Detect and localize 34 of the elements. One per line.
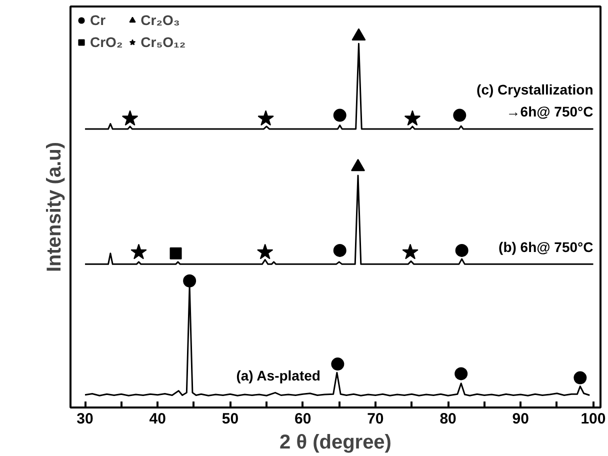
x-tick-label: 60 (294, 410, 312, 428)
x-tick-label: 40 (149, 410, 166, 428)
x-tick-label: 90 (512, 410, 529, 428)
point (183, 274, 196, 288)
x-tick-label: 100 (580, 410, 606, 428)
point (574, 371, 587, 384)
point (455, 244, 468, 257)
series-label: (b) 6h@ 750°C (498, 238, 594, 255)
legend-label: Cr (90, 12, 107, 28)
point (453, 108, 466, 122)
series-label: (c) Crystallization →6h@ 750°C (476, 81, 594, 120)
legend-label: Cr₅O₁₂ (140, 34, 186, 50)
point (130, 244, 147, 260)
legend-label: Cr₂O₃ (140, 12, 180, 28)
point (331, 358, 344, 371)
point (258, 110, 274, 126)
point (351, 158, 366, 172)
point (402, 244, 418, 260)
point (333, 108, 346, 122)
point (256, 244, 274, 260)
y-axis-title: Intensity (a.u) (44, 142, 66, 272)
x-tick-label: 70 (367, 410, 384, 428)
point (122, 110, 138, 126)
x-tick-label: 80 (440, 410, 456, 428)
point (454, 367, 468, 380)
point (352, 28, 366, 40)
x-axis-title: 2 θ (degree) (280, 432, 392, 454)
x-tick-label: 50 (222, 410, 239, 428)
point (170, 247, 182, 260)
point (404, 110, 421, 126)
series-label: (a) As-plated (236, 367, 320, 384)
point (333, 244, 346, 257)
x-tick-label: 30 (76, 410, 94, 428)
legend-label: CrO₂ (90, 34, 123, 50)
